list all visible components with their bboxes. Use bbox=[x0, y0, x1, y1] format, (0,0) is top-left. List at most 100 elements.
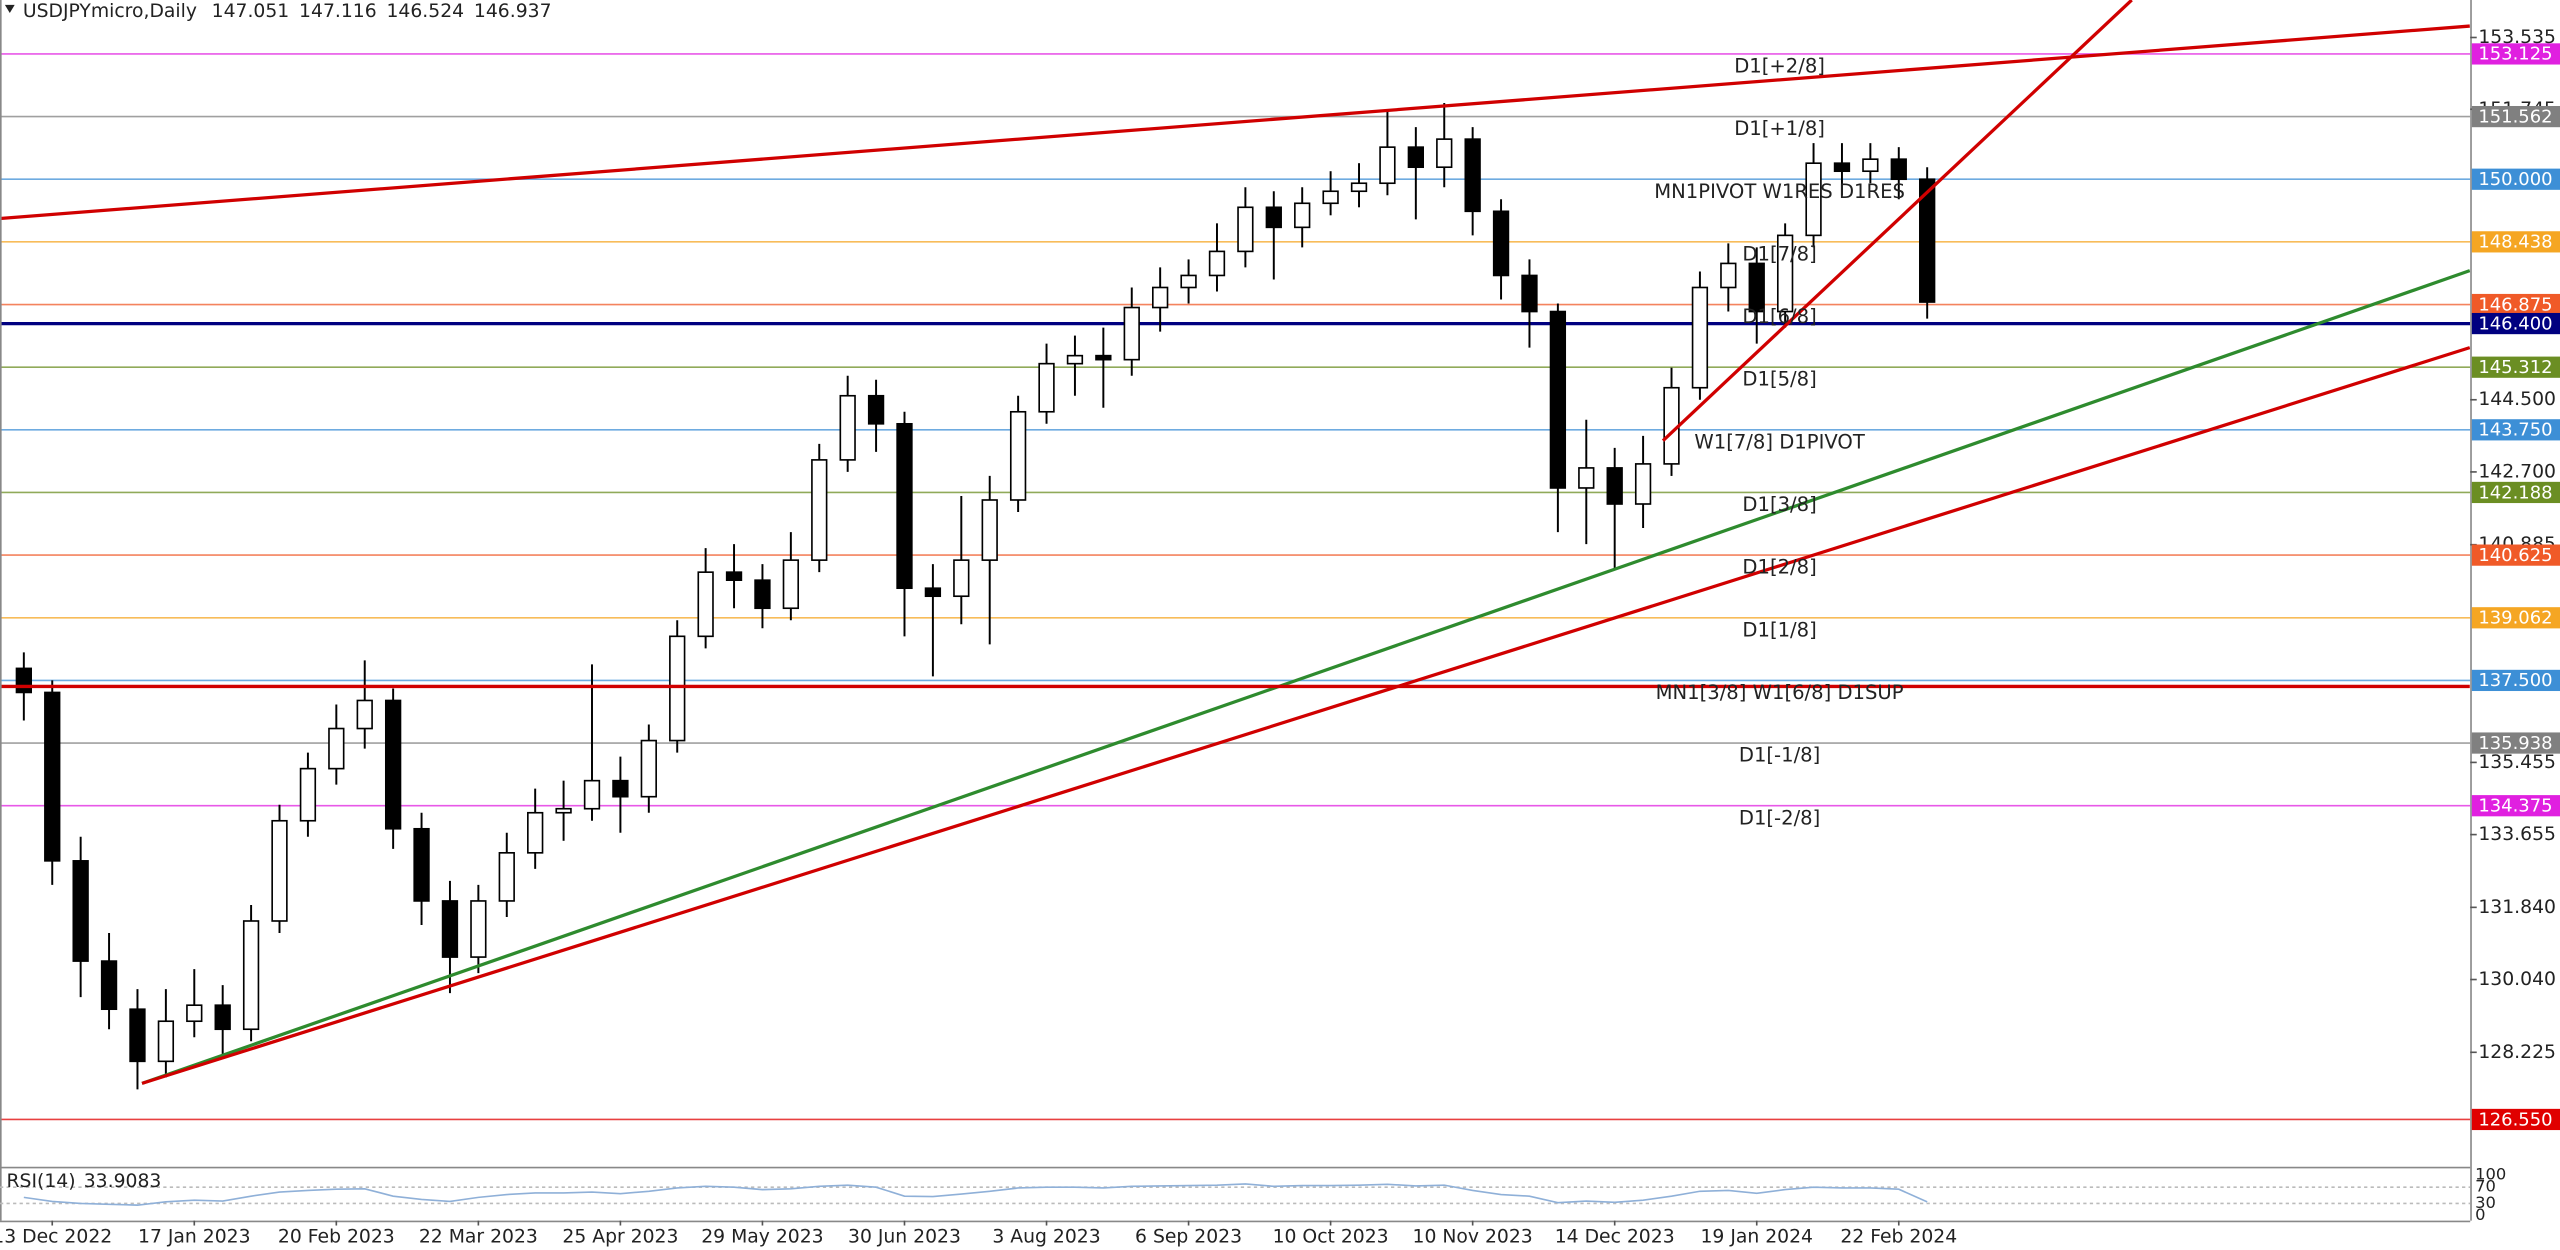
candle-body bbox=[725, 571, 743, 581]
candle-body bbox=[1350, 182, 1368, 193]
candle-body bbox=[527, 811, 544, 854]
price-tag bbox=[2471, 231, 2560, 253]
x-tick-label: 20 Feb 2023 bbox=[278, 1226, 395, 1247]
price-tag bbox=[2471, 732, 2560, 754]
candle-body bbox=[498, 852, 515, 902]
candle-body bbox=[441, 900, 459, 958]
y-tick-label: 142.700 bbox=[2478, 461, 2556, 482]
price-tag-label: 150.000 bbox=[2478, 169, 2552, 190]
candle-body bbox=[271, 819, 288, 922]
candle-body bbox=[1862, 158, 1879, 173]
candle-body bbox=[839, 394, 856, 461]
candle-body bbox=[981, 499, 998, 561]
candle-body bbox=[1237, 206, 1254, 253]
y-tick-label: 153.535 bbox=[2478, 27, 2556, 48]
candle-body bbox=[612, 779, 629, 798]
header-value: 146.524 bbox=[386, 1, 464, 22]
candle-body bbox=[1492, 210, 1510, 277]
price-tag bbox=[2471, 356, 2560, 378]
y-tick-label: 128.225 bbox=[2478, 1042, 2556, 1063]
x-tick-label: 22 Mar 2023 bbox=[419, 1226, 538, 1247]
price-tag-label: 126.550 bbox=[2478, 1109, 2552, 1130]
candle-body bbox=[1436, 138, 1453, 169]
candle-body bbox=[413, 827, 430, 902]
x-tick-label: 30 Jun 2023 bbox=[848, 1226, 961, 1247]
header-value: 147.051 bbox=[212, 1, 290, 22]
candle-body bbox=[186, 1004, 203, 1023]
candle-body bbox=[1606, 467, 1623, 505]
x-tick-label: 17 Jan 2023 bbox=[138, 1226, 251, 1247]
candle-body bbox=[896, 422, 913, 590]
candle-body bbox=[72, 860, 89, 962]
symbol: USDJPYmicro,Daily bbox=[23, 1, 197, 22]
rsi-line bbox=[23, 1183, 1928, 1206]
y-tick-label: 130.040 bbox=[2478, 969, 2556, 990]
candle-body bbox=[1549, 310, 1567, 489]
candle-body bbox=[811, 459, 828, 561]
trendline bbox=[141, 269, 2471, 1085]
candle-body bbox=[44, 691, 61, 862]
candle-body bbox=[1776, 234, 1794, 313]
candle-body bbox=[470, 900, 487, 958]
trendlines bbox=[0, 0, 2471, 1085]
y-tick-label: 144.500 bbox=[2478, 389, 2556, 410]
rsi-tick-label: 100 bbox=[2475, 1164, 2506, 1183]
candle-body bbox=[953, 559, 970, 598]
price-tag bbox=[2471, 607, 2560, 629]
candle-body bbox=[555, 807, 572, 814]
price-tag bbox=[2471, 1108, 2560, 1131]
x-tick-label: 13 Dec 2022 bbox=[0, 1226, 112, 1247]
candle-body bbox=[1322, 190, 1339, 205]
levels bbox=[0, 53, 2471, 1121]
level-label: D1[-2/8] bbox=[1739, 806, 1820, 829]
candle-body bbox=[1294, 202, 1311, 229]
x-tick-label: 6 Sep 2023 bbox=[1135, 1226, 1242, 1247]
candle-body bbox=[1464, 138, 1481, 213]
candle-body bbox=[1379, 146, 1396, 185]
level-label: MN1PIVOT W1RES D1RES bbox=[1654, 180, 1905, 203]
candle-body bbox=[782, 559, 800, 610]
level-labels: D1[+2/8] D1[+1/8] MN1PIVOT W1RES D1RES D1[7… bbox=[1654, 54, 1905, 829]
price-tag bbox=[2471, 795, 2560, 817]
price-tag-label: 140.625 bbox=[2478, 545, 2552, 566]
candle-body bbox=[328, 727, 345, 770]
candle-body bbox=[1265, 206, 1282, 229]
candle-body bbox=[1919, 178, 1936, 303]
candle-body bbox=[924, 587, 942, 598]
header-value: 146.937 bbox=[474, 1, 552, 22]
price-tag-label: 148.438 bbox=[2478, 232, 2552, 253]
candle-body bbox=[1720, 262, 1737, 289]
price-tag-label: 135.938 bbox=[2478, 733, 2552, 754]
level-label: D1[1/8] bbox=[1742, 618, 1816, 641]
y-tick-label: 133.655 bbox=[2478, 824, 2556, 845]
y-tick-label: 131.840 bbox=[2478, 897, 2556, 918]
x-tick-label: 19 Jan 2024 bbox=[1700, 1226, 1813, 1247]
candle-body bbox=[356, 699, 373, 730]
candle-body bbox=[867, 394, 885, 425]
candle-body bbox=[1038, 362, 1055, 413]
x-tick-label: 25 Apr 2023 bbox=[562, 1226, 678, 1247]
level-label: D1[3/8] bbox=[1742, 493, 1816, 516]
candle-body bbox=[1180, 274, 1197, 289]
candle-body bbox=[1578, 467, 1595, 489]
price-tag bbox=[2471, 293, 2560, 316]
candle-body bbox=[1095, 354, 1112, 361]
candle-body bbox=[1833, 162, 1851, 173]
candle-body bbox=[1890, 158, 1907, 181]
candle-body bbox=[299, 767, 317, 822]
trendline bbox=[0, 24, 2470, 221]
level-label: D1[5/8] bbox=[1742, 368, 1816, 391]
price-tag-label: 134.375 bbox=[2478, 796, 2552, 817]
header: USDJPYmicro,Daily 147.051 147.116 146.524 14… bbox=[23, 1, 552, 22]
level-label: D1[7/8] bbox=[1742, 242, 1816, 265]
price-tag bbox=[2471, 168, 2560, 190]
candle-body bbox=[1748, 262, 1765, 313]
price-tag-label: 145.312 bbox=[2478, 357, 2552, 378]
collapse-icon[interactable] bbox=[4, 4, 15, 14]
rsi-tick-label: 0 bbox=[2475, 1205, 2485, 1224]
x-tick-label: 14 Dec 2023 bbox=[1555, 1226, 1675, 1247]
level-label: D1[6/8] bbox=[1742, 305, 1816, 328]
candle-body bbox=[1805, 162, 1822, 237]
price-axis: 153.535151.745144.500142.700140.885135.4… bbox=[2470, 27, 2560, 1130]
